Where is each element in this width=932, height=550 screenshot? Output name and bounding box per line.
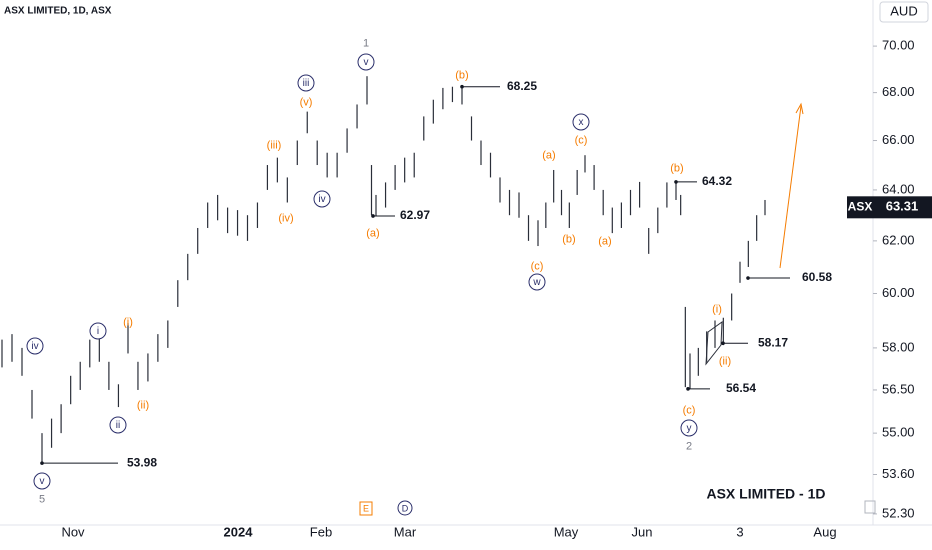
wave-circle [572, 113, 590, 131]
chart-title: ASX LIMITED, 1D, ASX [4, 6, 112, 17]
y-tick-label: 52.30 [882, 505, 915, 520]
y-tick-label: 70.00 [882, 38, 915, 53]
wave-label: 2 [686, 440, 692, 452]
wave-label: 1 [363, 37, 369, 49]
x-tick-label: Jun [632, 524, 653, 539]
currency-box [879, 1, 929, 23]
wave-circle [297, 74, 315, 92]
wave-label: (iii) [267, 139, 282, 151]
y-tick-label: 62.00 [882, 232, 915, 247]
price-badge [873, 196, 932, 219]
y-tick-label: 55.00 [882, 425, 915, 440]
price-level-dot [460, 84, 464, 89]
y-tick-label: 64.00 [882, 181, 915, 196]
wave-circle [26, 337, 44, 355]
wave-label: i [97, 326, 99, 337]
price-level-label: 58.17 [758, 335, 788, 349]
price-level-label: 56.54 [726, 381, 756, 395]
wave-label: x [579, 117, 584, 128]
wave-label: (b) [455, 69, 468, 81]
price-level-label: 64.32 [702, 174, 732, 188]
event-label: D [402, 503, 409, 513]
price-level-dot [721, 341, 725, 346]
price-level-label: 68.25 [507, 79, 537, 93]
wave-circle [313, 190, 331, 208]
x-tick-label: 3 [736, 524, 743, 539]
price-level-dot [746, 276, 750, 280]
wave-label: iv [31, 341, 38, 352]
wave-label: iii [303, 78, 310, 89]
wave-label: y [687, 423, 692, 434]
wave-label: (ii) [137, 399, 149, 411]
wave-label: (iv) [278, 212, 293, 224]
y-tick-label: 58.00 [882, 339, 915, 354]
wave-circle [33, 472, 51, 490]
price-level-label: 53.98 [127, 455, 157, 469]
wave-label: (a) [366, 227, 379, 239]
wave-label: (c) [575, 134, 588, 146]
wave-label: (a) [598, 235, 611, 247]
price-level-dot [674, 180, 678, 184]
settings-icon[interactable] [864, 500, 876, 514]
wave-label: (i) [123, 316, 133, 328]
wave-circle [89, 322, 107, 340]
x-tick-label: Aug [813, 524, 836, 539]
y-tick-label: 56.50 [882, 381, 915, 396]
wave-label: (b) [670, 162, 683, 174]
x-tick-label: Mar [394, 524, 417, 539]
projection-arrow [779, 105, 802, 269]
x-tick-label: May [554, 524, 579, 539]
x-tick-label: 2024 [224, 524, 254, 539]
y-tick-label: 68.00 [882, 84, 915, 99]
price-level-dot [371, 214, 375, 218]
x-tick-label: Nov [61, 524, 85, 539]
wave-label: (b) [562, 233, 575, 245]
price-level-label: 62.97 [400, 208, 430, 222]
event-marker[interactable] [359, 501, 373, 516]
currency: AUD [890, 3, 917, 18]
watermark: ASX LIMITED - 1D [706, 486, 825, 502]
wave-label: v [40, 476, 45, 487]
event-label: E [363, 503, 369, 513]
wave-label: (ii) [719, 355, 731, 367]
wave-label: v [364, 57, 369, 68]
symbol-badge [847, 196, 873, 219]
wave-label: w [532, 277, 541, 288]
wave-label: ii [116, 420, 120, 431]
wave-label: iv [318, 194, 325, 205]
last-price-label: 63.31 [886, 199, 919, 214]
wave-circle [680, 419, 698, 437]
price-level-dot [40, 461, 44, 465]
wave-circle [357, 53, 375, 71]
wave-label: (i) [712, 303, 722, 315]
arrow-head [795, 102, 804, 115]
wave-label: (a) [542, 149, 555, 161]
price-level-label: 60.58 [802, 270, 832, 284]
wave-circle [528, 273, 546, 291]
wave-label: 5 [39, 493, 45, 505]
y-tick-label: 66.00 [882, 132, 915, 147]
wave-label: (c) [683, 404, 696, 416]
wave-label: (c) [531, 260, 544, 272]
symbol-label: ASX [848, 199, 873, 213]
wave-circle [109, 416, 127, 434]
wave-label: (v) [300, 96, 313, 108]
x-tick-label: Feb [310, 524, 332, 539]
y-tick-label: 53.60 [882, 466, 915, 481]
event-marker[interactable] [397, 500, 413, 516]
y-tick-label: 60.00 [882, 285, 915, 300]
price-level-dot [686, 387, 690, 391]
